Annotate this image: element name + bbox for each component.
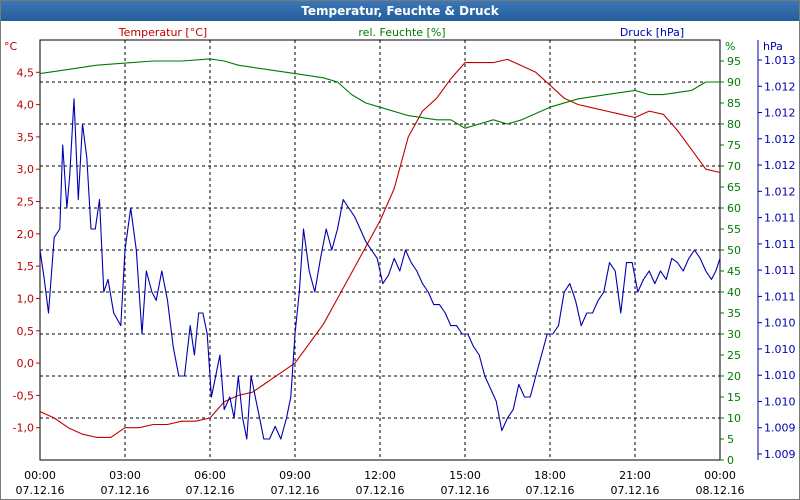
humidity-header: rel. Feuchte [%] — [358, 26, 445, 39]
x-tick-date-label: 07.12.16 — [611, 484, 660, 497]
temperature-tick-label: 2,5 — [17, 196, 35, 209]
x-tick-time-label: 18:00 — [534, 469, 566, 482]
x-tick-time-label: 21:00 — [619, 469, 651, 482]
pressure-tick-label: 1.012 — [764, 185, 796, 198]
x-tick-time-label: 09:00 — [279, 469, 311, 482]
humidity-unit-label: % — [725, 40, 735, 53]
grid-lines — [40, 40, 720, 460]
x-tick-time-label: 00:00 — [24, 469, 56, 482]
series-lines — [39, 58, 721, 440]
x-tick-date-label: 07.12.16 — [186, 484, 235, 497]
temperature-tick-label: 0,5 — [17, 325, 35, 338]
x-tick-time-label: 00:00 — [704, 469, 736, 482]
x-tick-time-label: 06:00 — [194, 469, 226, 482]
pressure-tick-label: 1.013 — [764, 54, 796, 67]
temperature-tick-label: 3,5 — [17, 131, 35, 144]
pressure-tick-label: 1.009 — [764, 448, 796, 461]
pressure-tick-label: 1.012 — [764, 159, 796, 172]
temperature-tick-label: 4,5 — [17, 66, 35, 79]
pressure-tick-label: 1.011 — [764, 238, 796, 251]
humidity-tick-label: 75 — [727, 139, 741, 152]
temperature-header: Temperatur [°C] — [118, 26, 207, 39]
humidity-tick-label: 45 — [727, 265, 741, 278]
humidity-tick-label: 15 — [727, 391, 741, 404]
temperature-tick-label: -0,5 — [13, 389, 34, 402]
x-tick-date-label: 07.12.16 — [271, 484, 320, 497]
humidity-tick-label: 55 — [727, 223, 741, 236]
pressure-tick-label: 1.011 — [764, 290, 796, 303]
humidity-tick-label: 70 — [727, 160, 741, 173]
humidity-tick-label: 20 — [727, 370, 741, 383]
x-tick-time-label: 15:00 — [449, 469, 481, 482]
pressure-tick-label: 1.011 — [764, 212, 796, 225]
x-tick-time-label: 03:00 — [109, 469, 141, 482]
humidity-tick-label: 40 — [727, 286, 741, 299]
x-tick-date-label: 07.12.16 — [441, 484, 490, 497]
humidity-tick-label: 50 — [727, 244, 741, 257]
x-tick-time-label: 12:00 — [364, 469, 396, 482]
pressure-unit-label: hPa — [763, 40, 783, 53]
humidity-tick-label: 65 — [727, 181, 741, 194]
temperature-tick-label: 1,0 — [17, 292, 35, 305]
humidity-tick-label: 35 — [727, 307, 741, 320]
pressure-tick-label: 1.011 — [764, 264, 796, 277]
pressure-tick-label: 1.010 — [764, 395, 796, 408]
humidity-tick-label: 0 — [727, 454, 734, 467]
temperature-tick-label: -1,0 — [13, 422, 34, 435]
temperature-tick-label: 0,0 — [17, 357, 35, 370]
x-tick-date-label: 07.12.16 — [16, 484, 65, 497]
pressure-header: Druck [hPa] — [620, 26, 684, 39]
humidity-tick-label: 60 — [727, 202, 741, 215]
temperature-unit-label: °C — [4, 40, 18, 53]
humidity-tick-label: 95 — [727, 55, 741, 68]
temperature-tick-label: 2,0 — [17, 228, 35, 241]
x-tick-date-label: 07.12.16 — [526, 484, 575, 497]
temperature-tick-label: 1,5 — [17, 260, 35, 273]
pressure-tick-label: 1.010 — [764, 343, 796, 356]
temperature-tick-label: 4,0 — [17, 99, 35, 112]
pressure-tick-label: 1.012 — [764, 107, 796, 120]
temperature-series-line — [39, 58, 721, 438]
pressure-tick-label: 1.009 — [764, 422, 796, 435]
pressure-tick-label: 1.010 — [764, 369, 796, 382]
chart-title: Temperatur, Feuchte & Druck — [1, 1, 799, 21]
x-tick-date-label: 07.12.16 — [356, 484, 405, 497]
x-tick-date-label: 08.12.16 — [696, 484, 745, 497]
temperature-tick-label: 3,0 — [17, 163, 35, 176]
pressure-tick-label: 1.010 — [764, 317, 796, 330]
pressure-tick-label: 1.012 — [764, 133, 796, 146]
humidity-tick-label: 80 — [727, 118, 741, 131]
pressure-tick-label: 1.012 — [764, 80, 796, 93]
humidity-tick-label: 5 — [727, 433, 734, 446]
pressure-series-line — [39, 98, 721, 440]
humidity-tick-label: 10 — [727, 412, 741, 425]
humidity-tick-label: 30 — [727, 328, 741, 341]
humidity-series-line — [39, 58, 720, 129]
humidity-tick-label: 25 — [727, 349, 741, 362]
x-tick-date-label: 07.12.16 — [101, 484, 150, 497]
humidity-tick-label: 90 — [727, 76, 741, 89]
humidity-tick-label: 85 — [727, 97, 741, 110]
tick-labels: 00:00 07.12.16 03:00 07.12.16 06:00 07.12.16 0… — [4, 26, 796, 497]
